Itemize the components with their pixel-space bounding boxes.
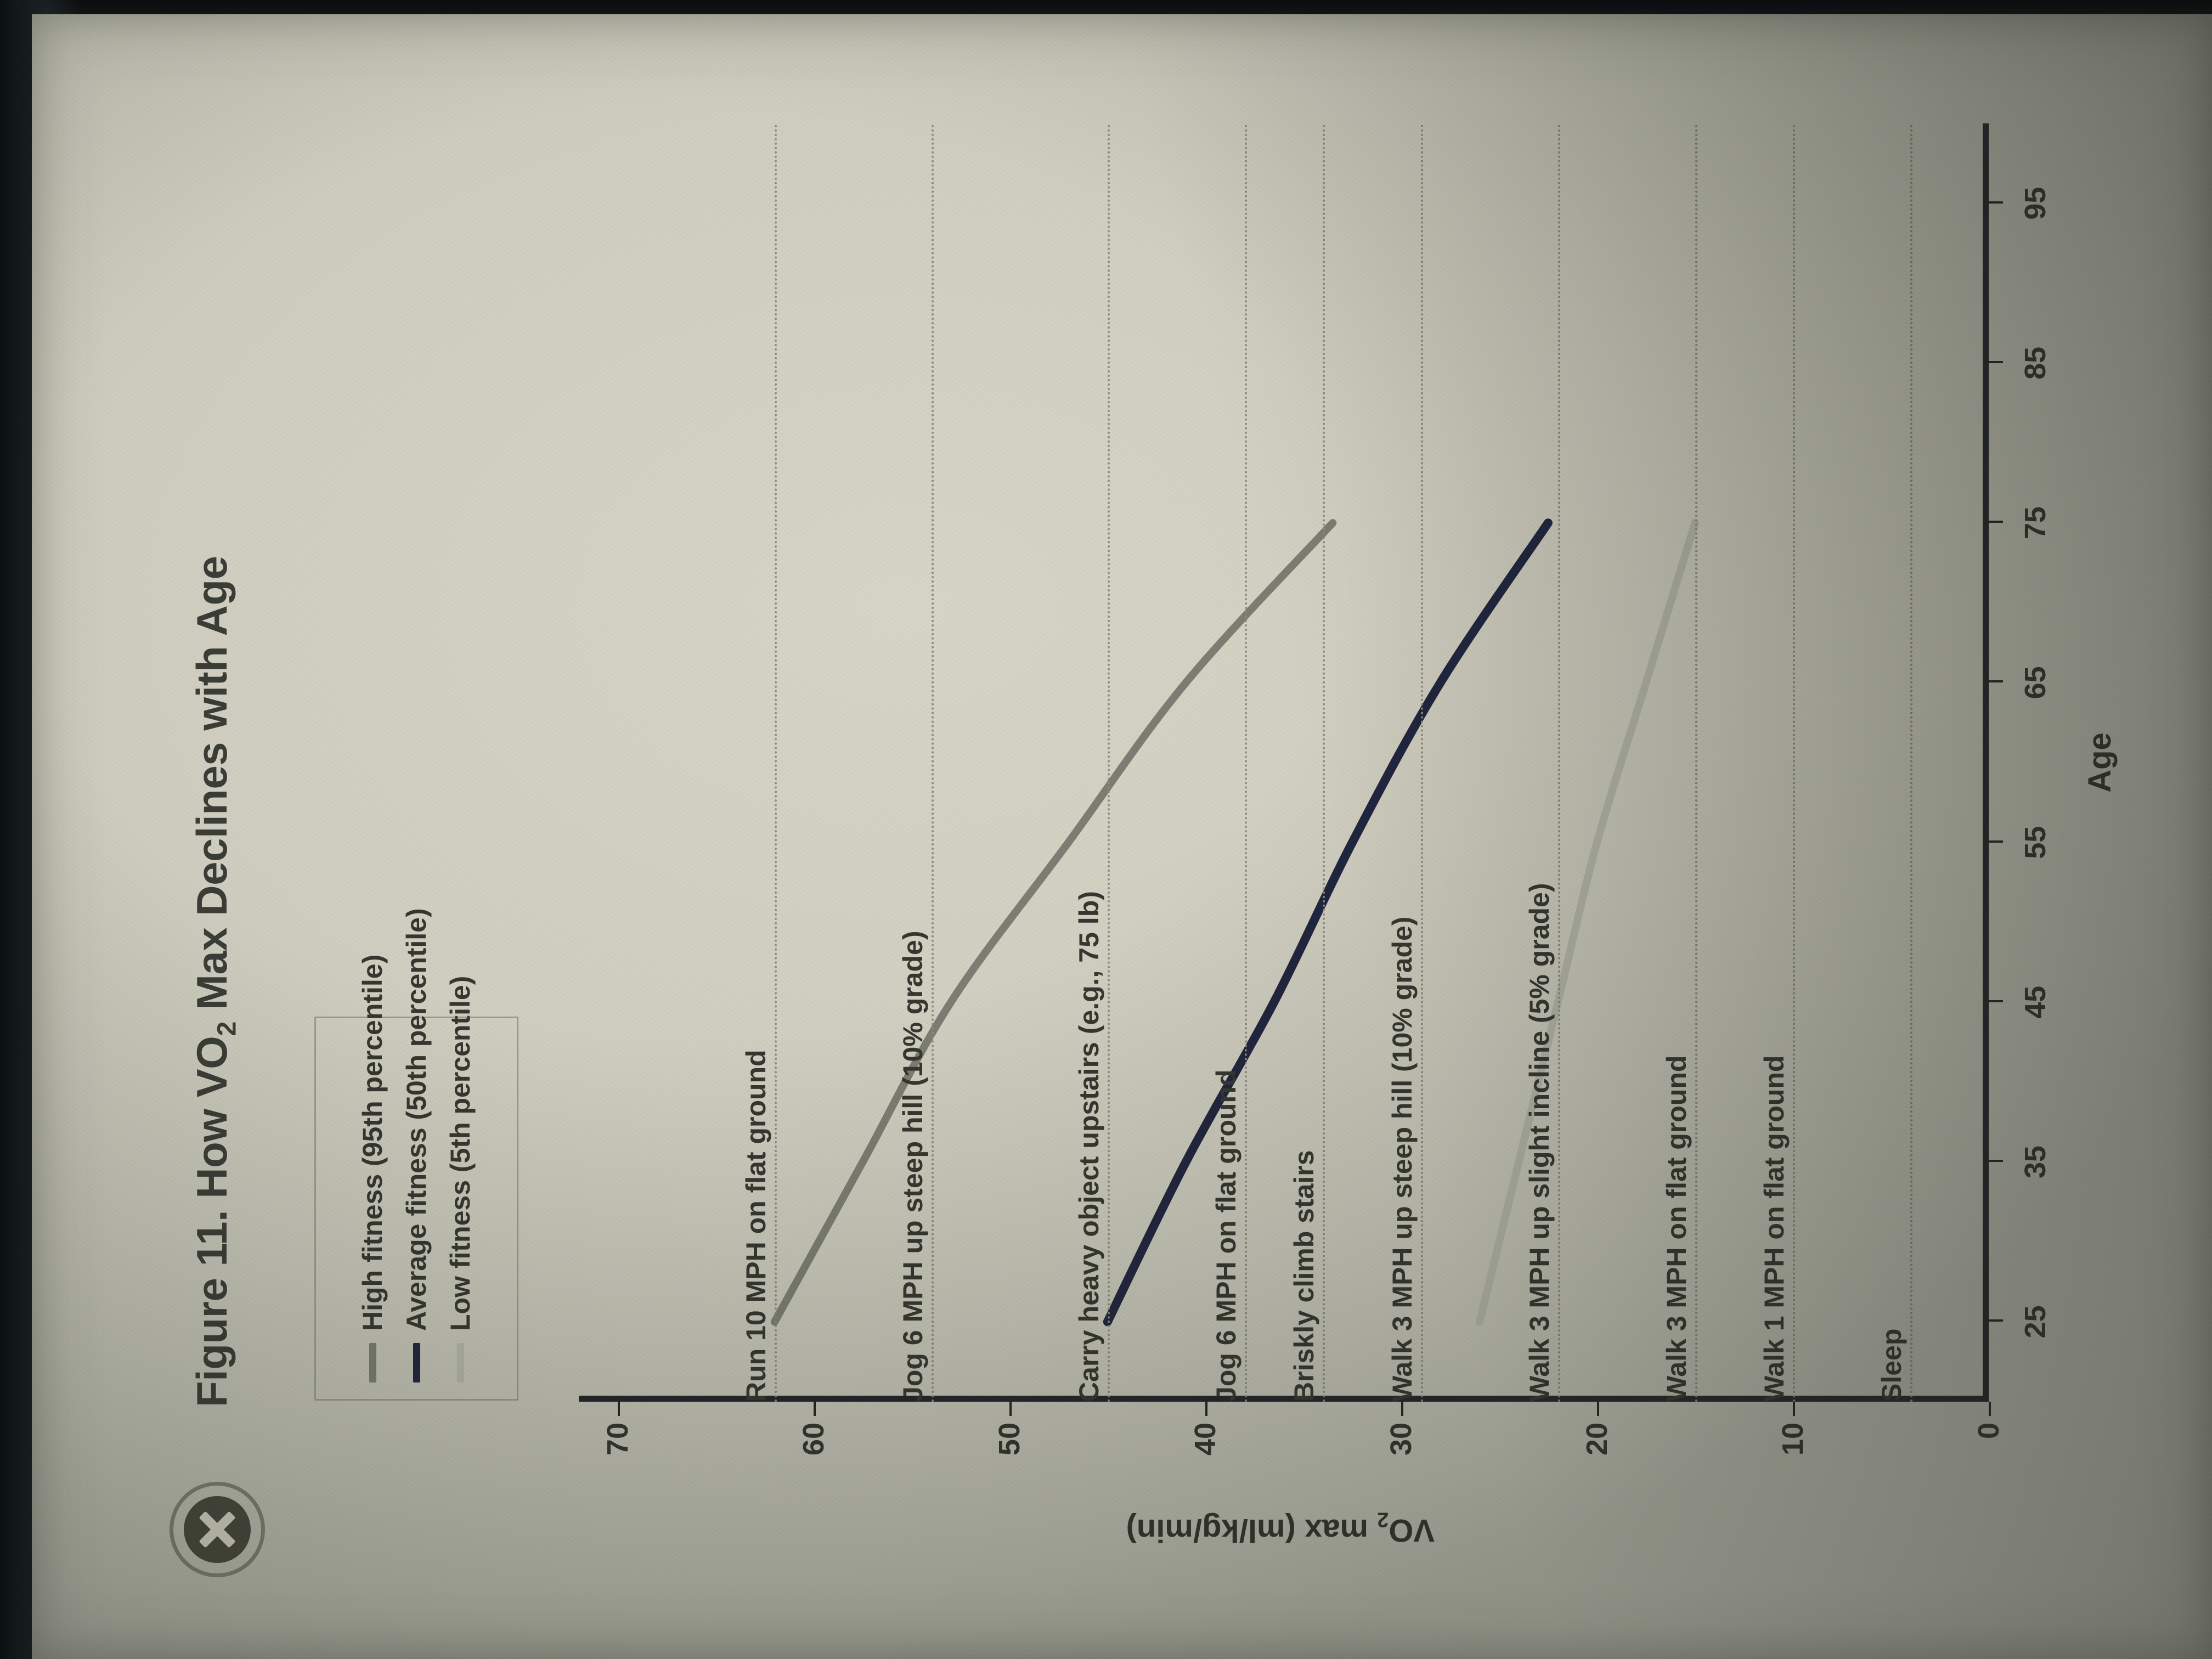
figure-title-suffix: Max Declines with Age: [188, 556, 236, 1022]
x-axis-tick-label: 25: [2019, 1305, 2052, 1339]
x-axis-tick-label: 55: [2019, 826, 2052, 859]
x-axis-tick: [1989, 1319, 2003, 1322]
y-axis-tick: [814, 1402, 816, 1416]
activity-threshold-label: Jog 6 MPH up steep hill (10% grade): [897, 930, 928, 1402]
x-axis-tick: [1989, 840, 2003, 843]
y-axis-tick: [1793, 1402, 1796, 1416]
x-axis-tick: [1989, 1160, 2003, 1163]
y-axis-tick-label: 20: [1581, 1423, 1614, 1456]
y-axis-tick-label: 0: [1972, 1423, 2005, 1440]
chart-legend: High fitness (95th percentile) Average fi…: [314, 908, 518, 1401]
x-axis-tick-label: 75: [2019, 506, 2052, 540]
x-axis-tick: [1989, 680, 2003, 683]
tablet-screen: Figure 11. How VO2 Max Declines with Age…: [32, 14, 2212, 1659]
y-axis-tick: [1597, 1402, 1600, 1416]
activity-threshold-label: Walk 3 MPH up steep hill (10% grade): [1386, 916, 1418, 1402]
activity-gridline: [1420, 123, 1423, 1402]
x-axis-tick-label: 85: [2019, 346, 2052, 380]
figure-title-prefix: Figure 11. How VO: [188, 1036, 236, 1407]
legend-swatch-0: [369, 1343, 376, 1383]
close-icon-glyph: [184, 1496, 251, 1563]
x-axis-tick-label: 65: [2019, 666, 2052, 699]
x-axis-tick: [1989, 360, 2003, 363]
y-axis-title-suffix: max (ml/kg/min): [1126, 1513, 1378, 1548]
series-line-2: [1475, 519, 1699, 1326]
activity-gridline: [1558, 123, 1560, 1402]
y-axis-tick: [618, 1402, 620, 1416]
activity-gridline: [774, 123, 777, 1402]
activity-threshold-label: Walk 1 MPH on flat ground: [1759, 1055, 1790, 1402]
activity-gridline: [1244, 123, 1247, 1402]
y-axis-title: VO2 max (ml/kg/min): [1126, 1508, 1435, 1549]
activity-threshold-label: Carry heavy object upstairs (e.g., 75 lb…: [1073, 891, 1104, 1402]
y-axis-tick-label: 60: [797, 1423, 831, 1456]
figure-page: Figure 11. How VO2 Max Declines with Age…: [52, 30, 2192, 1643]
y-axis-tick-label: 10: [1776, 1423, 1810, 1456]
activity-gridline: [1107, 123, 1110, 1402]
series-line-1: [1103, 518, 1553, 1327]
activity-threshold-label: Walk 3 MPH up slight incline (5% grade): [1523, 883, 1555, 1402]
legend-label: Average fitness (50th percentile): [401, 908, 432, 1331]
x-axis-tick-label: 95: [2019, 187, 2052, 220]
legend-swatch-2: [456, 1343, 464, 1383]
y-axis-title-sub: 2: [1377, 1508, 1389, 1532]
activity-threshold-label: Walk 3 MPH on flat ground: [1661, 1055, 1692, 1402]
y-axis-tick: [1989, 1402, 1991, 1416]
x-axis-tick: [1989, 201, 2003, 204]
activity-gridline: [1793, 123, 1796, 1402]
activity-gridline: [931, 123, 934, 1402]
activity-threshold-label: Jog 6 MPH on flat ground: [1210, 1069, 1242, 1402]
activity-gridline: [1323, 123, 1325, 1402]
y-axis-title-prefix: VO: [1389, 1513, 1435, 1548]
activity-threshold-label: Briskly climb stairs: [1289, 1150, 1320, 1402]
legend-item: High fitness (95th percentile): [357, 955, 388, 1383]
figure-title-sub: 2: [212, 1022, 242, 1036]
series-line-0: [770, 519, 1337, 1326]
x-axis-tick: [1989, 521, 2003, 523]
y-axis-tick-label: 70: [601, 1423, 635, 1456]
activity-gridline: [1910, 123, 1913, 1402]
y-axis-tick-label: 50: [993, 1423, 1026, 1456]
figure-title: Figure 11. How VO2 Max Declines with Age: [187, 556, 242, 1407]
legend-item: Average fitness (50th percentile): [400, 908, 432, 1383]
x-axis-tick-label: 35: [2019, 1146, 2052, 1179]
activity-threshold-label: Sleep: [1876, 1328, 1908, 1402]
legend-label: Low fitness (5th percentile): [445, 975, 476, 1331]
x-axis-tick: [1989, 1000, 2003, 1002]
x-axis-title: Age: [2082, 732, 2118, 793]
paper-grain-texture: [32, 14, 2212, 1659]
legend-swatch-1: [413, 1343, 420, 1383]
y-axis-tick: [1009, 1402, 1012, 1416]
chart-plot-area: Age VO2 max (ml/kg/min) 0 10 20 30 40 50 60 70 2…: [579, 123, 2118, 1548]
chart-series-svg: [770, 518, 1699, 1327]
activity-gridline: [1695, 123, 1697, 1402]
activity-threshold-label: Run 10 MPH on flat ground: [740, 1049, 771, 1402]
x-axis-tick-label: 45: [2019, 985, 2052, 1019]
y-axis-tick-label: 30: [1385, 1423, 1418, 1456]
y-axis-tick: [1401, 1402, 1404, 1416]
y-axis-tick: [1205, 1402, 1208, 1416]
close-icon[interactable]: [170, 1482, 265, 1577]
legend-label: High fitness (95th percentile): [357, 954, 388, 1331]
legend-item: Low fitness (5th percentile): [444, 976, 476, 1383]
y-axis-tick-label: 40: [1189, 1423, 1222, 1456]
